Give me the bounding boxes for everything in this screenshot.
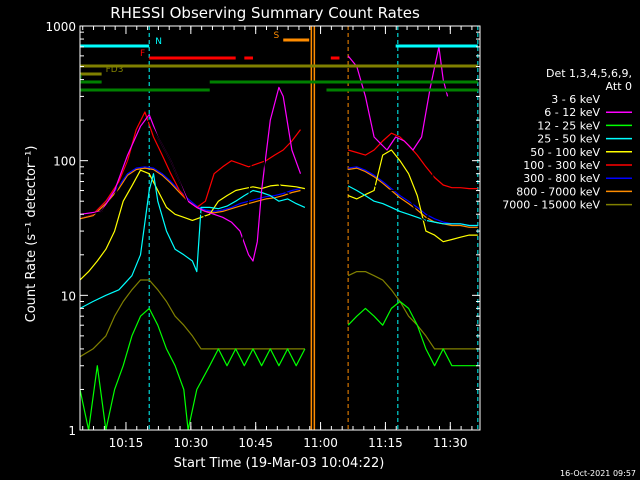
x-tick-label-1: 10:30 bbox=[174, 436, 209, 450]
y-axis-label: Count Rate (s⁻¹ detector⁻¹) bbox=[24, 146, 39, 323]
x-tick-label-4: 11:15 bbox=[368, 436, 403, 450]
status-label-fd2: FD2 bbox=[60, 57, 78, 67]
legend-label-3: 25 - 50 keV bbox=[537, 133, 600, 146]
status-label-f: F bbox=[140, 49, 145, 59]
y-tick-label-1: 10 bbox=[61, 289, 76, 303]
status-label-n: N bbox=[155, 37, 162, 47]
series-line-4-part-0 bbox=[80, 169, 306, 281]
x-axis-label: Start Time (19-Mar-03 10:04:22) bbox=[174, 456, 385, 471]
legend-label-1: 6 - 12 keV bbox=[544, 106, 600, 119]
series-line-6-part-0 bbox=[80, 166, 301, 218]
legend-label-6: 300 - 800 keV bbox=[523, 172, 600, 185]
x-tick-label-0: 10:15 bbox=[109, 436, 144, 450]
series-line-6-part-1 bbox=[348, 166, 478, 227]
plot-frame bbox=[79, 25, 481, 431]
series-line-4-part-1 bbox=[347, 149, 478, 243]
legend-label-7: 800 - 7000 keV bbox=[516, 185, 600, 198]
x-tick-label-5: 11:30 bbox=[433, 436, 468, 450]
series-line-8-part-1 bbox=[347, 271, 478, 350]
series-line-5-part-0 bbox=[80, 111, 301, 218]
footer-timestamp: 16-Oct-2021 09:57 bbox=[560, 469, 636, 478]
status-label-s: S bbox=[274, 31, 280, 41]
y-tick-label-0: 1 bbox=[68, 424, 76, 438]
legend-label-4: 50 - 100 keV bbox=[530, 146, 600, 159]
series-line-2-part-1 bbox=[347, 300, 478, 367]
series-line-8-part-0 bbox=[80, 279, 305, 358]
series-line-1-part-0 bbox=[80, 86, 302, 262]
status-label-rd4: RD4 bbox=[59, 81, 78, 91]
series-line-3-part-0 bbox=[80, 173, 306, 309]
legend-header-line-2: Att 0 bbox=[606, 80, 632, 93]
legend-label-2: 12 - 25 keV bbox=[537, 119, 600, 132]
legend-label-5: 100 - 300 keV bbox=[523, 159, 600, 172]
series-line-3-part-1 bbox=[347, 185, 478, 227]
series-line-2-part-0 bbox=[80, 307, 306, 430]
status-label-fd3: FD3 bbox=[106, 65, 124, 75]
series-line-0-part-1 bbox=[347, 86, 449, 223]
y-tick-label-2: 100 bbox=[53, 155, 76, 169]
legend-label-0: 3 - 6 keV bbox=[551, 93, 600, 106]
series-line-7-part-1 bbox=[348, 167, 478, 228]
x-tick-label-2: 10:45 bbox=[238, 436, 273, 450]
legend-label-8: 7000 - 15000 keV bbox=[502, 199, 600, 212]
y-tick-label-3: 1000 bbox=[45, 20, 76, 34]
series-line-0-part-0 bbox=[80, 104, 301, 256]
legend-header-line-1: Det 1,3,4,5,6,9, bbox=[546, 67, 632, 80]
axes: 1 10 100 1000 10:15 10:30 10:45 11:00 11:15 11:30 bbox=[45, 20, 481, 450]
x-tick-label-3: 11:00 bbox=[303, 436, 338, 450]
status-label-rdo: RDO bbox=[62, 73, 82, 83]
chart-title: RHESSI Observing Summary Count Rates bbox=[110, 4, 420, 22]
